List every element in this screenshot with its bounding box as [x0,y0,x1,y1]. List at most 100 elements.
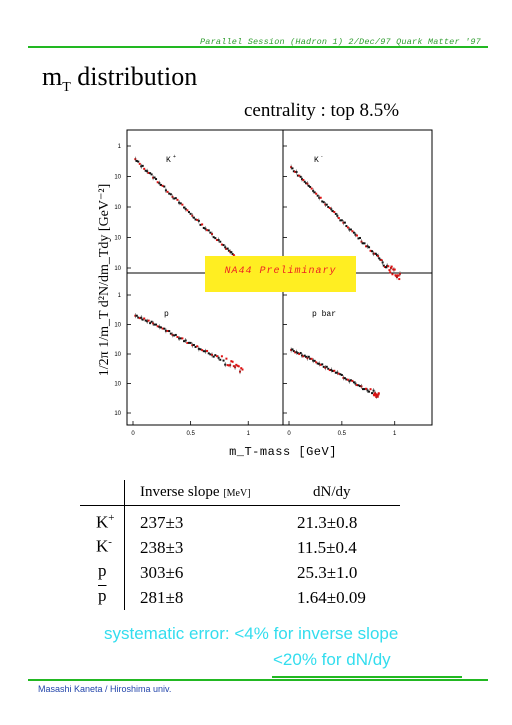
data-point [352,381,355,384]
data-point [377,393,380,396]
x-axis-label: m_T-mass [GeV] [229,445,337,459]
data-point [292,170,295,173]
data-point [371,392,374,395]
data-point [305,355,308,358]
data-point [173,197,176,200]
data-point [236,364,239,367]
data-point [390,265,393,268]
x-tick-label: 0 [287,431,291,437]
x-tick-label: 0.5 [338,431,347,437]
data-point [137,316,140,319]
data-point [368,390,371,393]
data-point [181,337,184,340]
data-point [225,247,228,250]
y-tick-label: 10 [114,266,121,272]
data-point [215,355,218,358]
data-point [199,348,202,351]
data-point [310,187,313,190]
data-point [373,252,376,255]
particle-label: K [96,512,109,532]
footer-text: Masashi Kaneta / Hiroshima univ. [38,684,172,694]
data-point [207,229,210,232]
data-point [176,198,179,201]
data-point [398,278,401,281]
data-point [202,226,205,229]
x-tick-label: 1 [247,431,251,437]
panel-label: p [164,310,169,319]
data-point [155,178,158,181]
data-point [371,250,374,253]
data-point [215,239,218,242]
data-point [173,334,176,337]
slope-header-label: Inverse slope [140,484,220,500]
particle-p: p [98,561,107,580]
data-point [340,373,343,376]
data-point [231,253,234,256]
data-point [369,388,372,391]
data-point [345,225,348,228]
data-point [235,363,238,366]
data-point [150,320,153,323]
data-point [397,274,400,277]
dndy-p: 25.3±1.0 [297,563,358,582]
data-point [222,244,225,247]
data-point [357,237,360,240]
data-point [299,175,302,178]
data-point [327,367,330,370]
x-tick-label: 1 [393,431,397,437]
data-point [349,228,352,231]
data-point [333,211,336,214]
data-point [374,393,377,396]
data-point [362,388,364,391]
y-tick-label: 10 [114,205,121,211]
data-point [159,326,162,329]
plot-frame [126,129,433,426]
data-point [159,183,162,186]
data-point [183,340,186,343]
y-tick-label: 10 [114,323,121,329]
data-point [292,350,295,353]
data-point [376,395,379,398]
data-point [377,392,380,395]
data-point [187,341,190,344]
data-point [226,247,229,250]
data-point [194,345,197,348]
table-horizontal-rule [80,505,400,506]
centrality-label: centrality : top 8.5% [244,100,400,121]
data-point [186,341,189,344]
data-point [355,234,358,237]
data-point [183,206,186,209]
data-point [212,355,215,358]
title-main: m [42,62,63,91]
data-point [302,355,305,358]
data-point [321,200,324,203]
data-point [291,348,294,351]
data-point [358,236,361,239]
data-point [201,223,204,226]
data-point [189,341,192,344]
data-point [352,231,355,234]
systematic-error-line2: <20% for dN/dy [273,650,391,669]
data-point [230,251,233,254]
data-point [161,184,164,187]
data-point [331,210,334,213]
data-point [309,357,312,360]
data-point [365,245,368,248]
data-point [393,268,396,271]
data-point [339,373,342,376]
data-point [327,206,330,209]
data-point [316,362,319,365]
table-vertical-rule [124,480,125,610]
data-point [189,212,192,215]
data-point [166,329,169,332]
data-point [374,252,377,255]
panel-label-sup: + [173,154,176,160]
slope-unit-label: [MeV] [223,488,251,499]
data-point [161,327,164,330]
data-point [135,159,138,162]
data-point [345,378,348,381]
data-point [325,203,328,206]
data-point [334,371,337,374]
data-point [237,365,240,368]
